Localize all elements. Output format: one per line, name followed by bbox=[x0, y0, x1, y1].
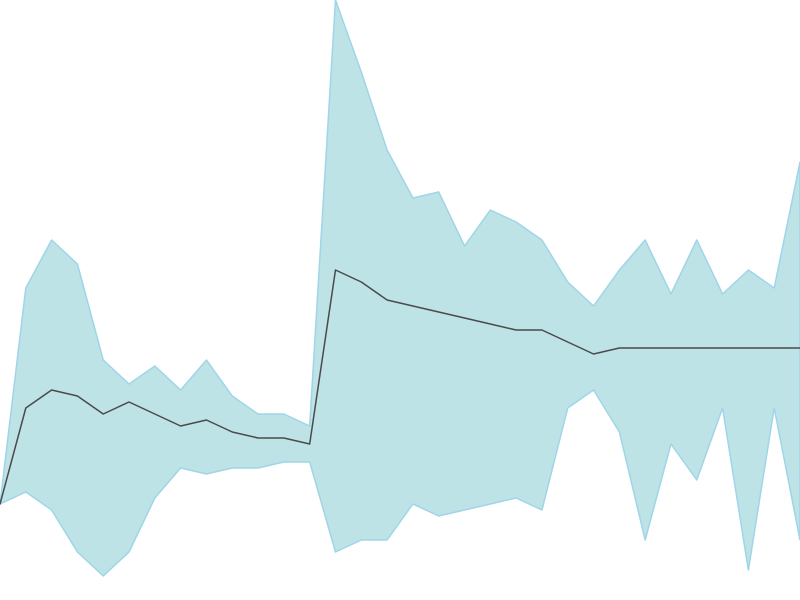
confidence-band-chart bbox=[0, 0, 800, 600]
